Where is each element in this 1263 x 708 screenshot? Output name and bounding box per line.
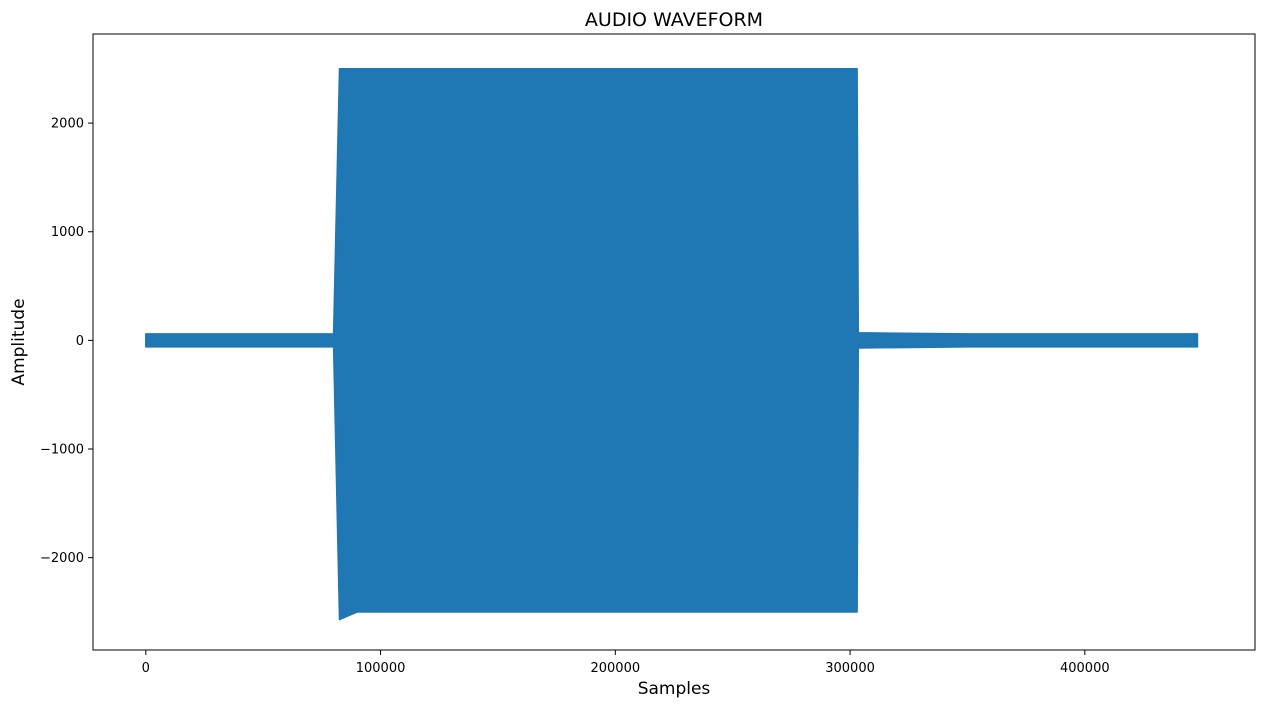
plot-area-frame [92,33,1256,651]
y-tick-label: 1000 [51,225,84,240]
y-tick-label: −1000 [40,443,84,458]
x-tick-label: 0 [142,661,150,676]
x-axis-label: Samples [638,679,711,699]
y-tick-label: −2000 [40,551,84,566]
x-tick-label: 200000 [590,661,640,676]
chart-title: AUDIO WAVEFORM [585,9,763,31]
plot-layer [145,68,1199,621]
y-axis-label: Amplitude [9,298,29,385]
x-tick-label: 100000 [356,661,406,676]
y-tick-label: 2000 [51,117,84,132]
y-axis: −2000 −1000 0 1000 2000 [40,117,93,566]
y-tick-label: 0 [76,334,84,349]
x-tick-label: 400000 [1060,661,1110,676]
x-axis: 0 100000 200000 300000 400000 [142,650,1110,676]
x-tick-label: 300000 [825,661,875,676]
waveform-series-0 [145,68,1199,621]
